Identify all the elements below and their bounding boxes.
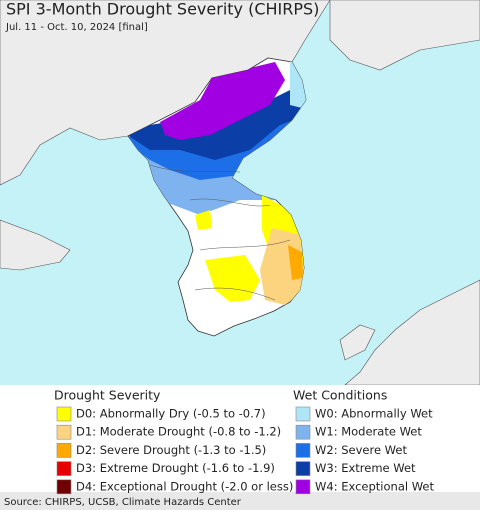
land-tsushima xyxy=(339,324,376,361)
source: Source: CHIRPS, UCSB, Climate Hazards Ce… xyxy=(4,497,242,508)
legend-swatch xyxy=(295,424,311,440)
legend-swatch xyxy=(295,479,311,495)
area-d0-west xyxy=(195,210,212,230)
legend-label: W3: Extreme Wet xyxy=(315,461,416,475)
area-d2 xyxy=(288,245,303,280)
legend-label: D0: Abnormally Dry (-0.5 to -0.7) xyxy=(76,407,266,421)
legend-swatch xyxy=(295,406,311,422)
legend-swatch xyxy=(56,443,72,458)
area-d0-south xyxy=(205,255,260,302)
footer-bar xyxy=(0,492,480,510)
legend-label: W2: Severe Wet xyxy=(315,443,407,457)
land-shandong xyxy=(0,219,71,271)
legend-title: Wet Conditions xyxy=(293,388,387,403)
subtitle: Jul. 11 - Oct. 10, 2024 [final] xyxy=(5,22,148,33)
legend-swatch xyxy=(295,443,311,458)
legend-label: W0: Abnormally Wet xyxy=(315,407,433,421)
legend-swatch xyxy=(56,479,72,495)
legend-label: D1: Moderate Drought (-0.8 to -1.2) xyxy=(76,425,281,439)
legend-title: Drought Severity xyxy=(54,388,161,403)
legend-label: W4: Exceptional Wet xyxy=(315,479,434,493)
legend-label: D4: Exceptional Drought (-2.0 or less) xyxy=(76,479,293,493)
legend-panel xyxy=(0,385,480,492)
legend-swatch xyxy=(295,461,311,476)
title: SPI 3-Month Drought Severity (CHIRPS) xyxy=(6,0,319,19)
legend-swatch xyxy=(56,424,72,440)
area-w4 xyxy=(160,62,285,140)
area-d1 xyxy=(260,228,305,305)
land-russia xyxy=(329,0,480,71)
legend-label: W1: Moderate Wet xyxy=(315,425,422,439)
legend-swatch xyxy=(56,461,72,476)
admin-borders xyxy=(149,164,291,301)
legend-label: D2: Severe Drought (-1.3 to -1.5) xyxy=(76,443,266,457)
legend-swatch xyxy=(56,406,72,422)
legend-label: D3: Extreme Drought (-1.6 to -1.9) xyxy=(76,461,275,475)
